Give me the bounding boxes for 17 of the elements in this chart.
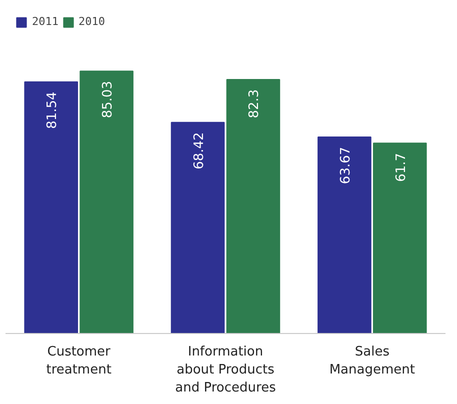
x-tick-label: Information about Products and Procedures (175, 344, 276, 396)
x-tick-label: Sales Management (329, 344, 415, 378)
bar (24, 81, 78, 334)
legend-label: 2010 (78, 15, 105, 28)
data-label: 68.42 (192, 132, 207, 170)
data-label: 61.7 (394, 152, 409, 182)
data-label: 82.3 (247, 89, 262, 118)
legend-label: 2011 (32, 15, 58, 28)
x-tick-label: Customer treatment (46, 344, 112, 378)
data-label: 85.03 (100, 80, 116, 118)
data-label: 81.54 (45, 92, 60, 129)
bar (226, 79, 280, 334)
bar (80, 70, 134, 334)
bar (318, 136, 372, 334)
bar (170, 122, 225, 334)
data-label: 63.67 (338, 146, 354, 184)
bar (372, 142, 427, 334)
